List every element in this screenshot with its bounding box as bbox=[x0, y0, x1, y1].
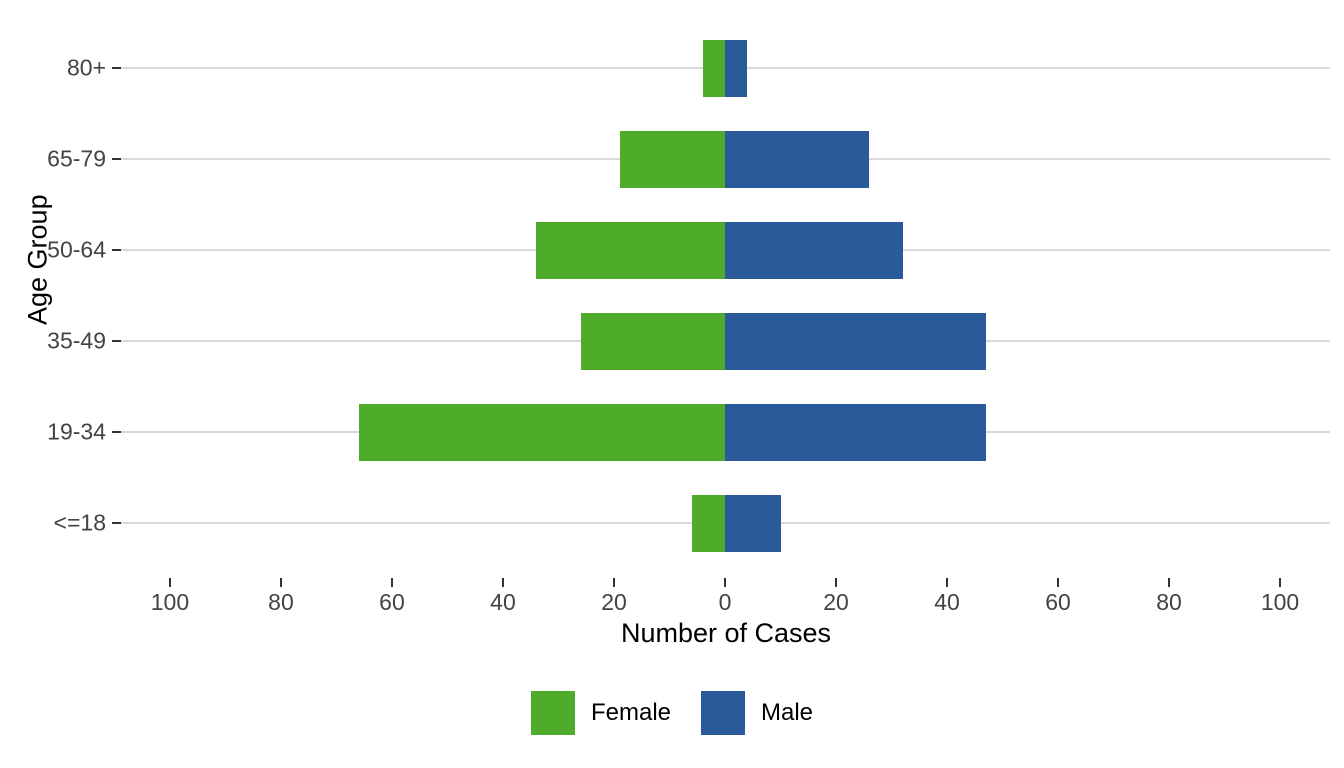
x-tick bbox=[1279, 578, 1282, 587]
legend-label-female: Female bbox=[590, 699, 671, 726]
y-tick bbox=[112, 431, 121, 433]
legend-key-male-swatch bbox=[701, 691, 745, 735]
x-tick-label: 60 bbox=[1045, 589, 1071, 615]
x-tick-label: 20 bbox=[601, 589, 627, 615]
legend-key-female-swatch bbox=[530, 691, 575, 735]
bar-male-19-34 bbox=[725, 403, 986, 461]
bar-female-<=18 bbox=[691, 494, 725, 552]
y-tick-label: 35-49 bbox=[47, 327, 106, 354]
legend-label-male: Male bbox=[761, 699, 814, 726]
bar-male-80+ bbox=[725, 39, 748, 97]
x-tick-label: 60 bbox=[379, 589, 405, 615]
x-tick bbox=[612, 578, 615, 587]
x-tick-label: 80 bbox=[1156, 589, 1182, 615]
bar-female-50-64 bbox=[536, 221, 725, 279]
y-tick bbox=[112, 340, 121, 342]
y-tick-label: 65-79 bbox=[47, 145, 106, 172]
y-tick bbox=[112, 249, 121, 251]
x-tick bbox=[724, 578, 726, 587]
x-tick bbox=[390, 578, 393, 587]
x-tick-label: 100 bbox=[1260, 589, 1300, 615]
legend-item-male: Male bbox=[701, 691, 813, 735]
x-tick-label: 40 bbox=[490, 589, 516, 615]
bar-female-35-49 bbox=[580, 312, 725, 370]
x-tick bbox=[1057, 578, 1060, 587]
x-tick bbox=[835, 578, 837, 587]
x-tick bbox=[501, 578, 504, 587]
y-tick bbox=[112, 522, 121, 524]
x-tick bbox=[279, 578, 282, 587]
x-tick bbox=[168, 578, 171, 587]
x-tick-label: 100 bbox=[150, 589, 190, 615]
bar-female-19-34 bbox=[358, 403, 725, 461]
bar-male-<=18 bbox=[725, 494, 781, 552]
legend-item-female: Female bbox=[530, 691, 671, 735]
x-tick bbox=[1168, 578, 1171, 587]
bar-male-65-79 bbox=[725, 130, 870, 188]
y-tick-label: <=18 bbox=[53, 509, 106, 536]
legend: Female Male bbox=[0, 691, 1344, 735]
y-tick-label: 19-34 bbox=[47, 418, 106, 445]
bar-male-50-64 bbox=[725, 221, 903, 279]
y-tick-label: 80+ bbox=[66, 54, 106, 81]
x-tick-label: 40 bbox=[934, 589, 960, 615]
x-tick bbox=[946, 578, 949, 587]
x-tick-label: 20 bbox=[823, 589, 849, 615]
x-tick-label: 80 bbox=[268, 589, 294, 615]
bar-male-35-49 bbox=[725, 312, 986, 370]
y-tick bbox=[112, 67, 121, 69]
y-tick bbox=[112, 158, 121, 160]
y-axis-title: Age Group bbox=[22, 194, 53, 325]
x-tick-label: 0 bbox=[718, 589, 732, 615]
bar-female-80+ bbox=[702, 39, 725, 97]
bar-female-65-79 bbox=[619, 130, 725, 188]
x-axis-title: Number of Cases bbox=[620, 618, 832, 648]
y-tick-label: 50-64 bbox=[47, 236, 106, 263]
